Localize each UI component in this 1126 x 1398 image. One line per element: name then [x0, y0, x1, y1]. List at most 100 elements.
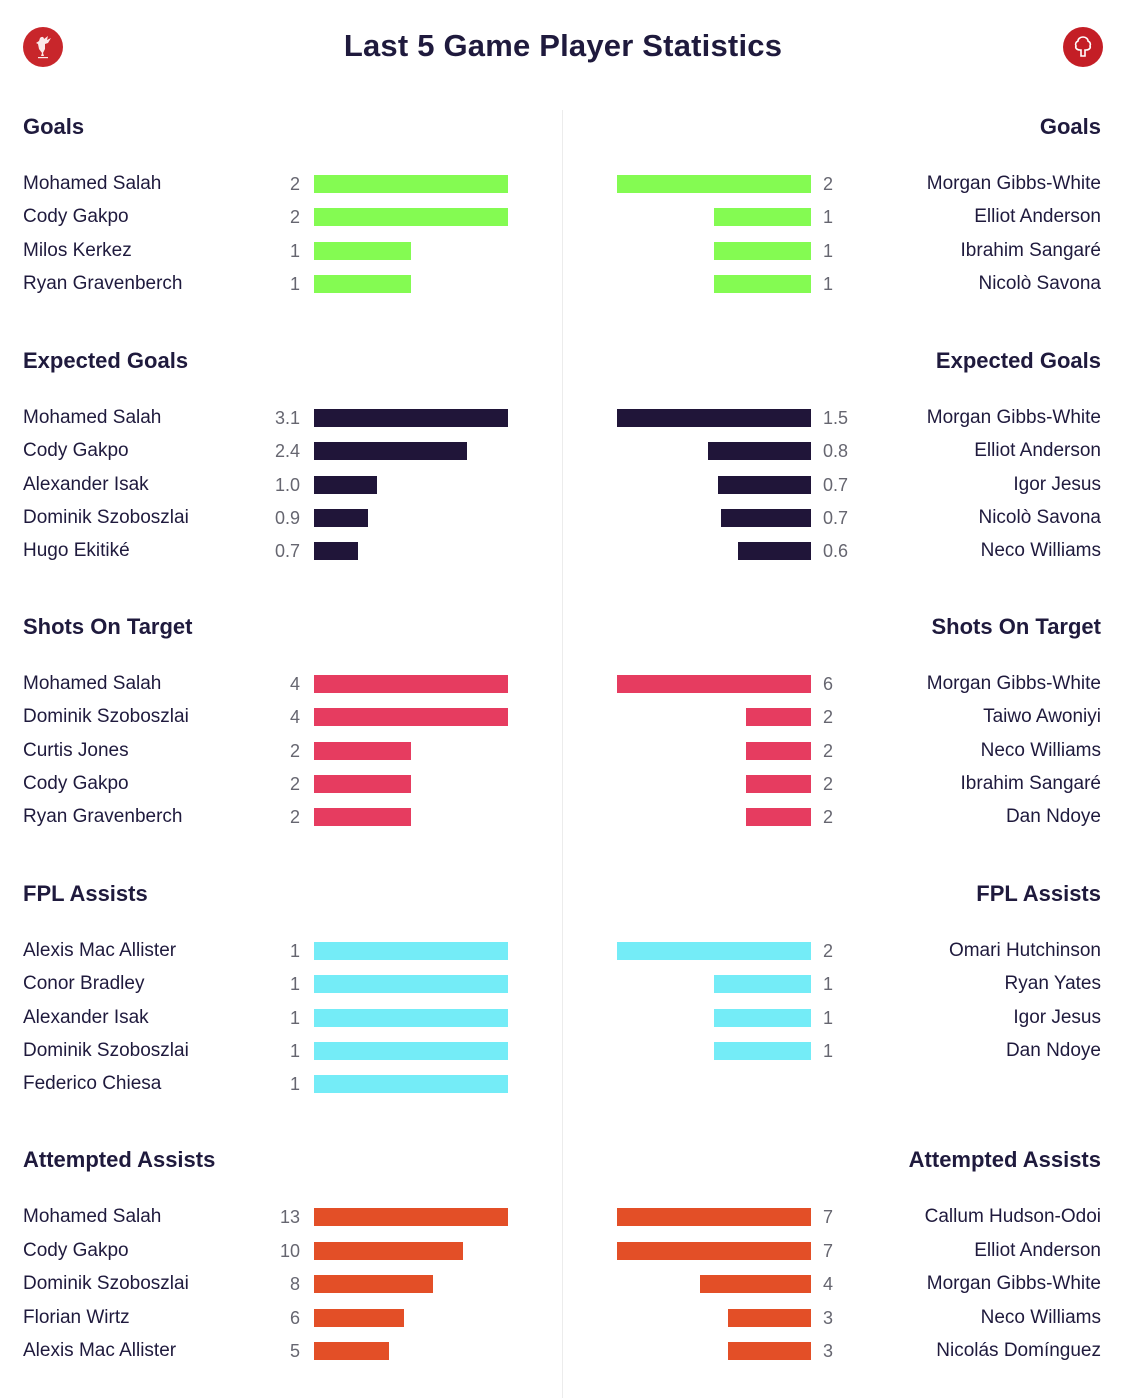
player-stat-row: Milos Kerkez 1: [0, 240, 1126, 262]
player-stat-row: Dan Ndoye 2: [0, 806, 1126, 828]
player-stat-row: Mohamed Salah 2: [0, 173, 1126, 195]
player-name: Cody Gakpo: [23, 206, 129, 227]
stat-bar: [314, 1075, 508, 1093]
player-stat-row: Hugo Ekitiké 0.7: [0, 540, 1126, 562]
stat-value: 1: [289, 1008, 300, 1028]
player-stat-row: Federico Chiesa 1: [0, 1073, 1126, 1095]
stat-bar: [746, 742, 811, 760]
stat-bar: [708, 442, 811, 460]
stat-value: 2: [289, 807, 300, 827]
player-stat-row: Omari Hutchinson 2: [0, 940, 1126, 962]
player-stat-row: Cody Gakpo 10: [0, 1240, 1126, 1262]
stat-value: 1: [823, 1041, 834, 1061]
stat-value: 2: [823, 774, 834, 794]
stat-bar: [314, 1275, 433, 1293]
player-stat-row: Dominik Szoboszlai 8: [0, 1273, 1126, 1295]
stat-value: 3: [823, 1308, 834, 1328]
stat-value: 1: [289, 241, 300, 261]
player-stat-row: Neco Williams 0.6: [0, 540, 1126, 562]
player-stat-row: Nicolò Savona 0.7: [0, 507, 1126, 529]
player-name: Mohamed Salah: [23, 407, 162, 428]
stat-bar: [714, 208, 811, 226]
stat-bar: [314, 775, 411, 793]
player-stat-row: Morgan Gibbs-White 1.5: [0, 407, 1126, 429]
player-name: Callum Hudson-Odoi: [924, 1206, 1101, 1227]
stat-bar: [728, 1309, 811, 1327]
player-stat-row: Florian Wirtz 6: [0, 1307, 1126, 1329]
stat-bar: [617, 175, 811, 193]
shots-on-target-title-away: Shots On Target: [931, 614, 1102, 639]
stat-bar: [746, 808, 811, 826]
player-stat-row: Nicolò Savona 1: [0, 273, 1126, 295]
player-name: Omari Hutchinson: [948, 940, 1101, 961]
player-name: Milos Kerkez: [23, 240, 132, 261]
stat-bar: [617, 675, 811, 693]
player-name: Cody Gakpo: [23, 440, 129, 461]
player-name: Curtis Jones: [23, 740, 129, 761]
stat-bar: [714, 242, 811, 260]
stat-value: 1: [823, 207, 834, 227]
player-name: Dominik Szoboszlai: [23, 507, 189, 528]
stat-bar: [617, 409, 811, 427]
player-name: Ibrahim Sangaré: [960, 240, 1101, 261]
player-stat-row: Curtis Jones 2: [0, 740, 1126, 762]
player-name: Conor Bradley: [23, 973, 145, 994]
stat-bar: [314, 409, 508, 427]
stat-value: 10: [279, 1241, 300, 1261]
player-name: Ryan Gravenberch: [23, 806, 183, 827]
player-stat-row: Alexis Mac Allister 5: [0, 1340, 1126, 1362]
stat-value: 3.1: [274, 408, 300, 428]
player-stat-row: Elliot Anderson 0.8: [0, 440, 1126, 462]
player-name: Dominik Szoboszlai: [23, 1040, 189, 1061]
stat-bar: [738, 542, 811, 560]
stat-value: 0.7: [823, 475, 849, 495]
stat-value: 1: [823, 974, 834, 994]
header: Last 5 Game Player Statistics: [0, 0, 1126, 100]
stat-value: 2: [823, 807, 834, 827]
stat-value: 1: [823, 241, 834, 261]
player-name: Ryan Yates: [1004, 973, 1101, 994]
stat-bar: [314, 1042, 508, 1060]
player-stat-row: Cody Gakpo 2: [0, 206, 1126, 228]
player-stat-row: Ryan Gravenberch 1: [0, 273, 1126, 295]
player-name: Florian Wirtz: [23, 1307, 130, 1328]
stat-value: 5: [289, 1341, 300, 1361]
player-name: Dominik Szoboszlai: [23, 1273, 189, 1294]
stat-bar: [314, 476, 377, 494]
player-name: Igor Jesus: [1013, 1007, 1101, 1028]
stat-value: 13: [279, 1207, 300, 1227]
stat-bar: [314, 742, 411, 760]
player-name: Nicolò Savona: [978, 507, 1101, 528]
player-name: Alexander Isak: [23, 474, 149, 495]
stat-bar: [314, 509, 368, 527]
player-name: Alexander Isak: [23, 1007, 149, 1028]
stat-value: 2: [289, 741, 300, 761]
player-stat-row: Mohamed Salah 3.1: [0, 407, 1126, 429]
stat-value: 1: [823, 274, 834, 294]
stat-bar: [314, 442, 467, 460]
liverpool-crest-icon: [23, 27, 63, 67]
stat-bar: [314, 1009, 508, 1027]
fpl-assists-title-home: FPL Assists: [23, 881, 148, 906]
player-name: Ryan Gravenberch: [23, 273, 183, 294]
stat-bar: [714, 1009, 811, 1027]
stat-bar: [700, 1275, 811, 1293]
stat-value: 1: [289, 1041, 300, 1061]
player-stat-row: Mohamed Salah 4: [0, 673, 1126, 695]
player-stat-row: Morgan Gibbs-White 6: [0, 673, 1126, 695]
player-stat-row: Elliot Anderson 1: [0, 206, 1126, 228]
stat-bar: [728, 1342, 811, 1360]
stat-value: 1: [289, 274, 300, 294]
stat-value: 8: [289, 1274, 300, 1294]
stat-bar: [314, 675, 508, 693]
player-stat-row: Callum Hudson-Odoi 7: [0, 1206, 1126, 1228]
player-name: Nicolò Savona: [978, 273, 1101, 294]
shots-on-target-title-home: Shots On Target: [23, 614, 193, 639]
stat-bar: [746, 775, 811, 793]
player-stat-row: Mohamed Salah 13: [0, 1206, 1126, 1228]
stat-bar: [314, 242, 411, 260]
player-stat-row: Dominik Szoboszlai 0.9: [0, 507, 1126, 529]
player-stat-row: Elliot Anderson 7: [0, 1240, 1126, 1262]
player-name: Morgan Gibbs-White: [926, 173, 1101, 194]
stat-value: 7: [823, 1241, 834, 1261]
